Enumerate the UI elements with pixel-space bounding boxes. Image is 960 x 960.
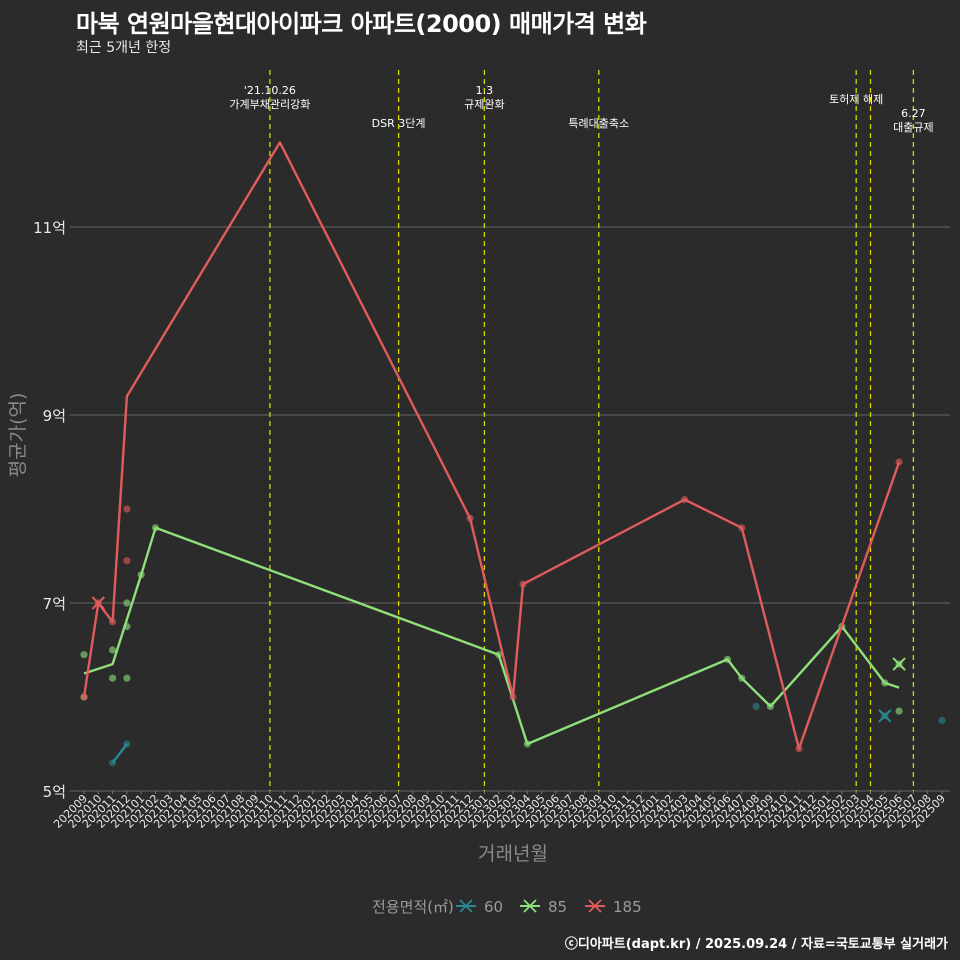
chart-subtitle: 최근 5개년 한정 — [76, 40, 172, 56]
series-line-185 — [82, 141, 901, 750]
data-point-85 — [738, 674, 746, 682]
legend-label-185: 185 — [613, 898, 642, 916]
y-tick-label: 5억 — [43, 783, 66, 801]
event-label: 6.27 — [901, 107, 926, 120]
legend: 전용면적(㎡) 60 85 185 — [372, 898, 642, 916]
data-point-85 — [80, 651, 88, 659]
series-line-85 — [83, 526, 900, 746]
data-point-185 — [795, 745, 803, 753]
data-point-185 — [466, 514, 474, 523]
data-point-85 — [723, 655, 732, 664]
cross-marker-85 — [892, 657, 906, 671]
y-tick-label: 7억 — [43, 595, 66, 613]
y-axis-title: 평균가(억) — [7, 393, 29, 478]
y-tick-label: 11억 — [33, 219, 66, 237]
data-point-85 — [495, 651, 503, 659]
data-point-60 — [123, 740, 131, 748]
data-point-185 — [123, 505, 131, 513]
data-point-85 — [766, 702, 775, 711]
event-label: '21.10.26 — [244, 84, 296, 97]
legend-key-cross — [459, 899, 473, 913]
data-point-85 — [109, 674, 117, 682]
event-label: 가계부채관리강화 — [229, 98, 310, 111]
data-point-85 — [151, 524, 160, 532]
chart-title: 마북 연원마을현대아이파크 아파트(2000) 매매가격 변화 — [76, 10, 647, 38]
event-label: 대출규제 — [893, 121, 933, 134]
x-axis-title: 거래년월 — [478, 843, 548, 865]
y-tick-label: 9억 — [43, 407, 66, 425]
data-point-85 — [109, 646, 117, 654]
axis-layer: 5억7억9억11억2020092020102020112020122021012… — [33, 219, 948, 831]
series-line-60 — [111, 743, 128, 764]
data-point-185 — [519, 580, 527, 588]
series-185 — [80, 141, 903, 753]
data-point-85 — [523, 740, 531, 748]
event-label: 1.3 — [476, 84, 494, 97]
event-label: DSR 3단계 — [372, 117, 426, 130]
data-point-185 — [109, 618, 117, 626]
data-point-185 — [80, 693, 88, 701]
data-point-60 — [109, 759, 117, 767]
data-point-185 — [509, 693, 517, 701]
data-point-85 — [137, 571, 145, 579]
event-label: 토허제 해제 — [829, 92, 883, 106]
cross-marker-185 — [91, 596, 106, 610]
legend-label-60: 60 — [484, 898, 503, 916]
data-point-85 — [123, 599, 131, 607]
legend-label-85: 85 — [548, 898, 567, 916]
data-point-185 — [681, 496, 689, 504]
caption: ⓒ디아파트(dapt.kr) / 2025.09.24 / 자료=국토교통부 실… — [564, 937, 948, 952]
legend-key-cross — [523, 899, 537, 913]
data-point-185 — [738, 524, 746, 532]
series-60 — [109, 702, 946, 767]
data-point-185 — [123, 557, 131, 565]
data-point-60 — [938, 716, 946, 725]
data-point-85 — [881, 679, 889, 687]
data-point-60 — [752, 702, 760, 711]
data-point-85 — [123, 674, 131, 682]
series-layer — [80, 141, 946, 767]
legend-title: 전용면적(㎡) — [372, 898, 454, 916]
series-85 — [80, 524, 906, 748]
cross-marker-60 — [878, 709, 892, 723]
event-label: 규제완화 — [464, 98, 504, 111]
data-point-85 — [123, 622, 131, 631]
data-point-185 — [895, 458, 903, 466]
data-point-85 — [895, 707, 903, 715]
event-label: 특례대출축소 — [568, 117, 629, 130]
legend-key-cross — [588, 899, 602, 913]
grid-layer — [70, 226, 950, 792]
